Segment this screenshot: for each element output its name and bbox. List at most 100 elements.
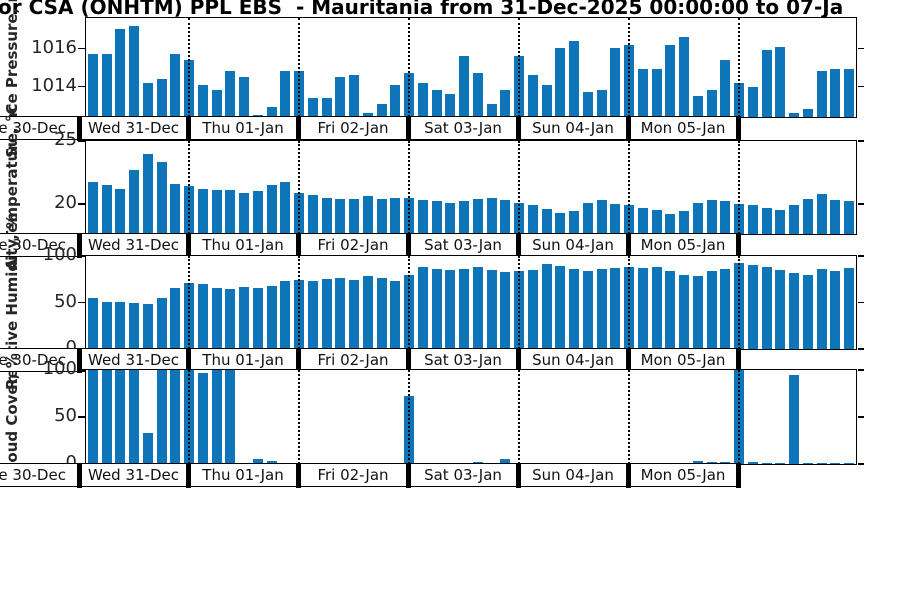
bar	[87, 297, 98, 349]
bar	[197, 188, 208, 234]
day-label: Tue 30-Dec	[0, 236, 66, 254]
day-separator	[735, 347, 741, 373]
day-label: Sat 03-Jan	[424, 236, 502, 254]
day-label: Mon 05-Jan	[640, 236, 726, 254]
day-label: Sun 04-Jan	[532, 466, 614, 484]
day-boundary-line	[298, 370, 300, 464]
bar	[665, 213, 676, 234]
bar	[307, 97, 318, 117]
day-separator	[735, 115, 741, 141]
bar	[637, 207, 648, 234]
bar	[844, 69, 854, 117]
bar	[637, 268, 648, 349]
bar	[816, 463, 827, 464]
bar	[720, 269, 731, 349]
bar	[802, 109, 813, 117]
bar	[321, 97, 332, 117]
bar	[142, 82, 153, 117]
bar	[596, 269, 607, 349]
bar	[156, 297, 167, 349]
bar	[761, 267, 772, 349]
bar	[472, 198, 483, 234]
day-separator	[625, 115, 631, 141]
y-tick-mark	[78, 369, 85, 371]
bar	[445, 94, 456, 117]
day-label: Sat 03-Jan	[424, 351, 502, 369]
day-label: Thu 01-Jan	[202, 236, 284, 254]
day-boundary-line	[518, 18, 520, 117]
y-tick-mark	[857, 348, 864, 350]
bar	[665, 270, 676, 349]
day-separator	[295, 115, 301, 141]
bar	[362, 113, 373, 117]
day-label: Tue 30-Dec	[0, 119, 66, 137]
day-label: Mon 05-Jan	[640, 351, 726, 369]
bar	[87, 54, 98, 117]
bar	[239, 286, 249, 349]
bar	[197, 283, 208, 349]
bar	[225, 288, 236, 349]
bar	[761, 207, 772, 234]
bar	[376, 278, 387, 349]
bar	[156, 162, 167, 234]
bar	[844, 463, 854, 464]
figure-title: or CSA (ONHTM) PPL EBS - Mauritania from…	[0, 0, 844, 19]
bar	[761, 50, 772, 117]
day-separator	[625, 462, 631, 488]
bar	[129, 370, 139, 464]
bar	[459, 56, 469, 117]
y-tick-mark	[78, 301, 85, 304]
bar	[129, 25, 139, 117]
bar	[321, 197, 332, 234]
day-boundary-line	[628, 141, 630, 234]
bar	[115, 301, 126, 349]
bar	[775, 210, 786, 234]
bar	[321, 279, 332, 349]
bar	[582, 270, 593, 349]
bar	[280, 281, 291, 349]
bar	[500, 90, 511, 117]
y-tick-label: 0	[0, 453, 77, 473]
bar	[802, 274, 813, 349]
y-tick-mark	[78, 416, 85, 418]
y-tick-label: 100	[42, 244, 77, 265]
bar	[197, 372, 208, 464]
bar	[156, 78, 167, 117]
bar	[101, 301, 112, 349]
bar	[637, 69, 648, 117]
bar	[115, 29, 126, 117]
bar	[761, 463, 772, 464]
bar	[431, 269, 442, 349]
bar	[775, 46, 786, 117]
y-tick-label: 25	[54, 129, 77, 150]
day-label-row: Tue 30-Dec Wed 31-Dec Thu 01-Jan Fri 02-Jan…	[0, 115, 741, 141]
day-label: Sun 04-Jan	[532, 119, 614, 137]
bar	[211, 90, 222, 117]
bar	[527, 75, 538, 117]
day-label: Thu 01-Jan	[202, 119, 284, 137]
bar	[500, 200, 511, 234]
day-boundary-line	[518, 256, 520, 349]
day-separator	[76, 115, 82, 141]
day-boundary-line	[738, 256, 740, 349]
bar	[239, 77, 249, 117]
day-label: Wed 31-Dec	[88, 351, 179, 369]
bar	[266, 107, 277, 117]
bar	[569, 211, 579, 234]
day-separator	[185, 347, 191, 373]
day-label: Mon 05-Jan	[640, 466, 726, 484]
bar	[335, 77, 346, 117]
bar	[390, 197, 401, 234]
day-label: Tue 30-Dec	[0, 466, 66, 484]
bar	[830, 200, 841, 234]
day-label-row: Tue 30-Dec Wed 31-Dec Thu 01-Jan Fri 02-Jan…	[0, 232, 741, 258]
bar	[335, 198, 346, 234]
bar	[101, 370, 112, 464]
y-tick-mark	[78, 203, 85, 205]
bar	[390, 281, 401, 349]
bar	[417, 82, 428, 117]
bar	[211, 190, 222, 234]
bar	[651, 210, 662, 234]
bar	[582, 202, 593, 234]
